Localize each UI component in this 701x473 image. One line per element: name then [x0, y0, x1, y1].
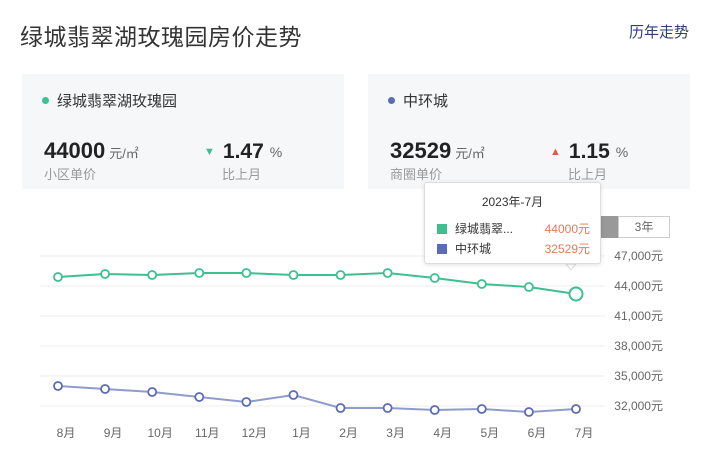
green-data-point: [288, 270, 299, 280]
tooltip-row: 中环城 32529元: [437, 240, 590, 257]
green-data-point: [429, 273, 440, 283]
y-tick-label: 47,000元: [614, 249, 663, 263]
green-series-line: [57, 271, 577, 295]
green-data-point: [100, 269, 110, 279]
blue-series-line: [57, 385, 577, 414]
green-data-point: [194, 268, 205, 278]
legend-swatch-icon: [437, 243, 447, 254]
x-tick-label: 12月: [242, 426, 267, 440]
tooltip-series-name: 中环城: [455, 242, 492, 256]
community-price-card: 绿城翡翠湖玫瑰园 44000 元/㎡ 小区单价 ▼ 1.47 % 比上月: [22, 74, 344, 189]
blue-data-point: [288, 390, 299, 400]
series-dot-icon: [42, 97, 49, 104]
y-tick-label: 44,000元: [614, 279, 663, 293]
price-unit: 元/㎡: [109, 146, 139, 161]
district-price-card: 中环城 32529 元/㎡ 商圈单价 ▲ 1.15 % 比上月: [368, 74, 690, 189]
down-arrow-icon: ▼: [204, 146, 215, 158]
x-tick-label: 11月: [195, 426, 219, 440]
up-arrow-icon: ▲: [550, 146, 561, 158]
blue-data-point: [100, 384, 110, 394]
tooltip-pointer: [564, 263, 578, 271]
change-value: 1.47: [222, 140, 264, 163]
community-price: 44000 元/㎡: [44, 138, 139, 164]
card-header: 绿城翡翠湖玫瑰园: [42, 90, 177, 111]
community-name: 绿城翡翠湖玫瑰园: [57, 93, 178, 110]
blue-data-point: [524, 407, 534, 417]
x-tick-label: 3月: [386, 426, 405, 440]
blue-data-point: [476, 404, 487, 414]
price-unit: 元/㎡: [455, 146, 485, 161]
blue-data-point: [241, 397, 252, 407]
history-trend-link[interactable]: 历年走势: [628, 24, 689, 41]
x-tick-label: 7月: [575, 426, 594, 440]
tooltip-series-value: 32529元: [544, 242, 590, 256]
price-label: 商圈单价: [390, 167, 443, 182]
month-change: ▼ 1.47 %: [204, 140, 282, 164]
tooltip-series-value: 44000元: [544, 222, 590, 236]
series-dot-icon: [388, 97, 395, 104]
tooltip-series-name: 绿城翡翠...: [455, 222, 514, 236]
y-tick-label: 32,000元: [614, 399, 663, 413]
blue-data-point: [571, 404, 581, 414]
tooltip-title: 2023年-7月: [481, 195, 544, 209]
district-name: 中环城: [403, 93, 449, 110]
y-tick-label: 35,000元: [614, 369, 663, 383]
green-data-point: [476, 279, 487, 289]
change-unit: %: [615, 144, 629, 160]
green-data-point: [524, 282, 534, 292]
blue-data-point: [147, 387, 158, 397]
green-highlight-point: [568, 286, 584, 302]
price-label: 小区单价: [44, 167, 97, 182]
x-tick-label: 8月: [57, 426, 76, 440]
x-tick-label: 1月: [292, 426, 311, 440]
district-price: 32529 元/㎡: [390, 138, 485, 164]
range-button-3-years[interactable]: 3年: [618, 216, 670, 238]
blue-data-point: [429, 405, 440, 415]
blue-data-point: [335, 403, 346, 413]
green-data-point: [382, 268, 393, 278]
green-data-point: [335, 270, 346, 280]
x-tick-label: 5月: [480, 426, 499, 440]
blue-data-point: [194, 392, 205, 402]
x-tick-label: 2月: [339, 426, 358, 440]
page-title: 绿城翡翠湖玫瑰园房价走势: [20, 24, 302, 50]
chart-tooltip: 2023年-7月 绿城翡翠... 44000元 中环城 32529元: [424, 182, 601, 264]
card-header: 中环城: [388, 90, 448, 111]
price-value: 32529: [390, 138, 452, 163]
legend-swatch-icon: [437, 223, 447, 234]
tooltip-row: 绿城翡翠... 44000元: [437, 220, 590, 237]
change-label: 比上月: [222, 167, 262, 182]
change-unit: %: [269, 144, 283, 160]
blue-data-point: [53, 381, 63, 391]
y-tick-label: 38,000元: [614, 339, 663, 353]
x-tick-label: 4月: [433, 426, 452, 440]
change-value: 1.15: [568, 140, 610, 163]
blue-data-point: [382, 403, 393, 413]
green-data-point: [147, 270, 158, 280]
green-data-point: [241, 268, 252, 278]
month-change: ▲ 1.15 %: [550, 140, 628, 164]
y-tick-label: 41,000元: [614, 309, 663, 323]
change-label: 比上月: [568, 167, 608, 182]
x-tick-label: 6月: [528, 426, 547, 440]
x-tick-label: 10月: [148, 426, 173, 440]
price-value: 44000: [44, 138, 106, 163]
green-data-point: [53, 272, 63, 282]
x-tick-label: 9月: [104, 426, 123, 440]
